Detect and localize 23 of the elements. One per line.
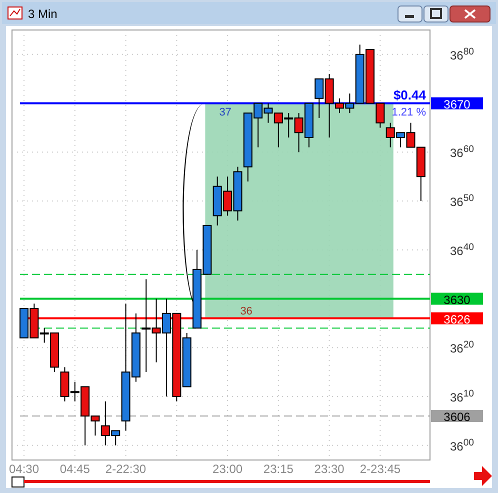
x-tick-label: 23:00: [212, 462, 243, 476]
y-tick-label: 36$^{50}$: [450, 192, 474, 210]
y-tick-label: 36$^{10}$: [450, 388, 474, 404]
y-tick-label: 36$^{20}$: [450, 339, 474, 356]
y-tick-label: 36$^{80}$: [450, 46, 474, 62]
annotation: $0.44: [393, 87, 427, 102]
x-tick-label: 2-23:45: [360, 462, 401, 476]
y-tick-label: 36$^{00}$: [450, 436, 474, 454]
x-tick-label: 04:30: [8, 462, 40, 476]
x-tick-label: 23:15: [263, 462, 294, 476]
y-tick-label: 36$^{40}$: [450, 241, 474, 258]
ref-line-label: 3630: [444, 292, 471, 307]
y-tick-label: 36$^{60}$: [450, 144, 474, 160]
ref-line-label: 3670: [444, 97, 471, 112]
ref-line-label: 3606: [444, 410, 471, 424]
ref-line-label: 3626: [444, 312, 471, 326]
annotation: 1.21 %: [392, 106, 426, 118]
annotation: 36: [240, 305, 252, 318]
chart-title: 3 Min: [28, 7, 58, 21]
x-tick-label: 04:45: [60, 462, 90, 476]
x-tick-label: 2-22:30: [105, 462, 146, 476]
annotation: 37: [219, 106, 232, 118]
x-tick-label: 23:30: [314, 462, 345, 476]
